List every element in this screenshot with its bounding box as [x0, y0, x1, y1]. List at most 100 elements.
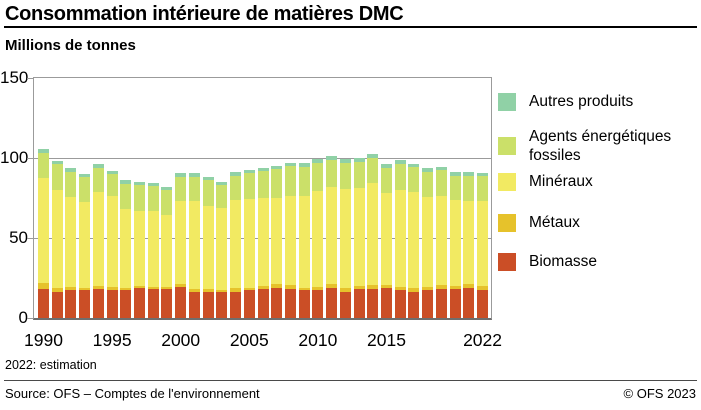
bar-1996-fossiles	[120, 183, 132, 210]
legend-label-biomasse: Biomasse	[529, 253, 598, 270]
x-tick-label-2015: 2015	[367, 330, 406, 350]
bar-2010-biomasse	[312, 290, 324, 318]
bar-2014-autres	[367, 154, 379, 159]
bar-2015	[381, 163, 392, 318]
y-tick-mark-100	[27, 157, 33, 159]
legend-item-mineraux: Minéraux	[498, 172, 593, 191]
bar-1991-mineraux	[51, 190, 63, 289]
bar-2003-fossiles	[216, 185, 228, 209]
bar-2002-biomasse	[202, 291, 214, 318]
bar-2020	[449, 172, 461, 318]
bar-1992-autres	[65, 168, 77, 172]
bar-1996-metaux	[120, 287, 132, 290]
bar-1992-fossiles	[65, 171, 77, 198]
bar-2021	[463, 172, 475, 318]
bar-1994-metaux	[92, 286, 104, 290]
bar-2013-autres	[353, 158, 365, 163]
plot-area	[33, 77, 492, 320]
legend-swatch-biomasse	[498, 252, 516, 271]
bar-2008-metaux	[284, 285, 296, 290]
legend-item-fossiles: Agents énergétiques fossiles	[498, 127, 697, 165]
bar-2004-autres	[230, 171, 242, 176]
bar-2003-biomasse	[216, 292, 228, 318]
legend-swatch-autres	[498, 92, 516, 111]
bar-2005-fossiles	[243, 173, 255, 199]
bar-1994	[92, 163, 104, 318]
estimation-note: 2022: estimation	[5, 358, 97, 372]
bar-2004-biomasse	[230, 291, 242, 318]
bar-2005-metaux	[243, 287, 255, 290]
bar-2004-mineraux	[230, 199, 242, 289]
bar-2005-autres	[243, 170, 255, 174]
bar-2001-fossiles	[188, 177, 200, 202]
bar-1991-fossiles	[51, 164, 63, 191]
bar-2018-biomasse	[422, 290, 434, 318]
bar-2011-autres	[326, 155, 338, 161]
legend-item-autres: Autres produits	[498, 92, 633, 111]
bar-2015-biomasse	[381, 288, 392, 318]
bar-2016	[394, 160, 406, 318]
bar-2000-autres	[175, 173, 187, 178]
bar-1996-mineraux	[120, 209, 132, 288]
bar-2016-fossiles	[394, 164, 406, 191]
bar-2010-fossiles	[312, 162, 324, 191]
bar-2022-metaux	[477, 286, 489, 290]
bar-2007-mineraux	[271, 198, 283, 285]
bar-1993-metaux	[79, 287, 91, 290]
x-tick-label-2000: 2000	[161, 330, 201, 350]
bar-2005	[243, 170, 255, 318]
bar-1996	[120, 180, 132, 318]
bar-2022-fossiles	[477, 176, 489, 202]
bar-2016-autres	[394, 160, 406, 165]
bar-2011-fossiles	[326, 160, 338, 187]
bar-2020-mineraux	[449, 199, 461, 287]
legend-label-fossiles: Agents énergétiques fossiles	[529, 128, 672, 164]
bar-1997-autres	[134, 182, 146, 186]
legend-label-metaux: Métaux	[529, 214, 580, 231]
bar-2022-autres	[477, 173, 489, 177]
bar-2013-metaux	[353, 286, 365, 290]
bar-2019	[435, 166, 447, 318]
bar-2009-metaux	[298, 287, 310, 290]
bar-2001-biomasse	[188, 291, 200, 318]
bar-2011-metaux	[326, 284, 338, 289]
bar-2014-biomasse	[367, 289, 379, 318]
bar-1999-biomasse	[161, 289, 173, 318]
bar-1992-biomasse	[65, 290, 77, 318]
bar-2011-mineraux	[326, 186, 338, 285]
bar-2009	[298, 162, 310, 318]
gridline-100	[34, 158, 491, 159]
bar-2000-metaux	[175, 283, 187, 287]
bar-1994-biomasse	[92, 289, 104, 318]
bar-1990-metaux	[38, 282, 49, 290]
bar-1993-fossiles	[79, 177, 91, 203]
x-tick-label-1995: 1995	[92, 330, 132, 350]
bar-2010-metaux	[312, 286, 324, 290]
x-tick-label-1990: 1990	[24, 330, 63, 350]
y-tick-mark-150	[27, 77, 33, 79]
bar-2008-biomasse	[284, 289, 296, 318]
bar-2020-fossiles	[449, 175, 461, 200]
legend-swatch-fossiles	[498, 137, 516, 155]
bar-1992	[65, 168, 77, 318]
bar-2012	[339, 158, 351, 318]
bar-1997-metaux	[134, 286, 146, 289]
bar-2012-mineraux	[339, 189, 351, 289]
bar-2009-mineraux	[298, 196, 310, 288]
bar-1995-metaux	[106, 286, 118, 290]
bar-2020-metaux	[449, 286, 461, 290]
page-title: Consommation intérieure de matières DMC	[5, 3, 404, 25]
bar-2013-mineraux	[353, 188, 365, 287]
bar-1992-metaux	[65, 286, 77, 290]
bar-1995-fossiles	[106, 174, 118, 197]
bar-2007-biomasse	[271, 287, 283, 318]
bar-2011	[326, 155, 338, 318]
bar-1998-metaux	[147, 286, 159, 290]
bar-1998	[147, 182, 159, 318]
title-divider	[4, 26, 697, 28]
bar-1997-biomasse	[134, 288, 146, 318]
bar-2008-mineraux	[284, 195, 296, 286]
bar-2002-autres	[202, 177, 214, 181]
bar-2013-fossiles	[353, 162, 365, 189]
